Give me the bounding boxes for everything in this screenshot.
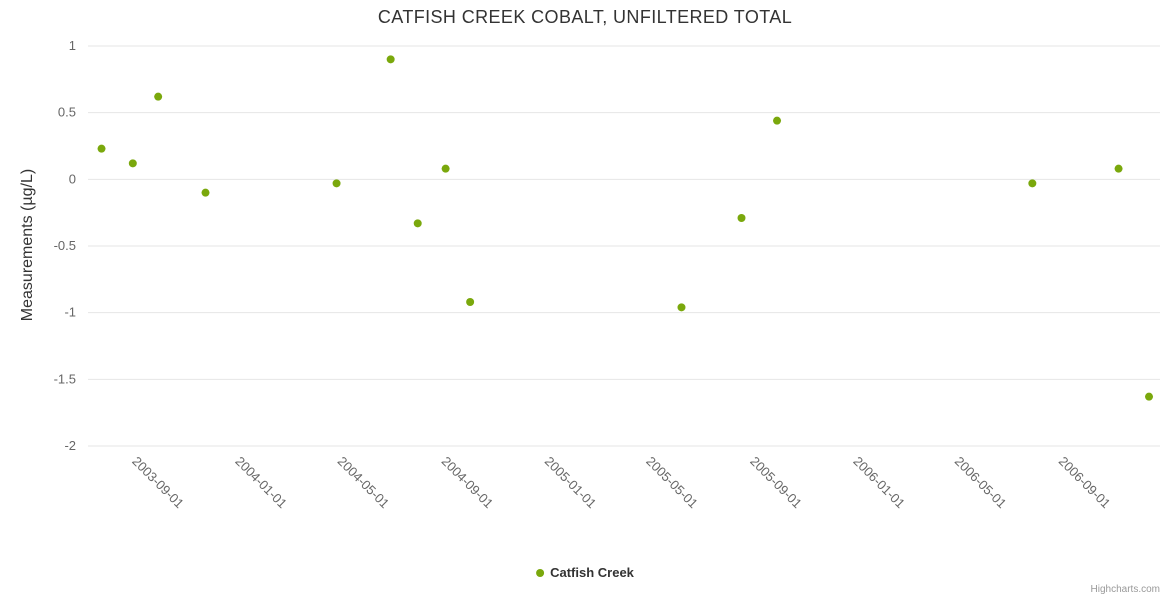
data-point[interactable] <box>441 164 450 173</box>
x-axis-tick-label: 2004-05-01 <box>335 454 393 512</box>
data-point[interactable] <box>154 92 163 101</box>
data-point[interactable] <box>332 179 341 188</box>
y-axis-tick-label: 0.5 <box>58 105 76 120</box>
x-axis-tick-label: 2006-05-01 <box>952 454 1010 512</box>
data-point[interactable] <box>386 55 395 64</box>
data-point[interactable] <box>1028 179 1037 188</box>
data-point[interactable] <box>201 188 210 197</box>
data-point[interactable] <box>773 116 782 125</box>
x-axis-tick-label: 2006-01-01 <box>850 454 908 512</box>
y-axis-tick-label: 0 <box>69 171 76 186</box>
x-axis-tick-label: 2006-09-01 <box>1056 454 1114 512</box>
data-point[interactable] <box>97 144 106 153</box>
data-point[interactable] <box>737 214 746 222</box>
x-axis-tick-label: 2004-01-01 <box>232 454 290 512</box>
data-point[interactable] <box>1145 392 1154 401</box>
data-point[interactable] <box>413 219 422 228</box>
y-axis-tick-label: -1 <box>64 305 76 320</box>
chart-title: CATFISH CREEK COBALT, UNFILTERED TOTAL <box>377 7 793 27</box>
legend-marker-icon <box>536 568 545 577</box>
highcharts-credits-link[interactable]: Highcharts.com <box>1090 584 1160 595</box>
data-point[interactable] <box>1114 164 1123 173</box>
y-axis-tick-label: -0.5 <box>54 238 76 253</box>
x-axis-tick-label: 2003-09-01 <box>129 454 187 512</box>
x-axis-tick-label: 2005-05-01 <box>643 454 701 512</box>
x-axis-tick-label: 2005-01-01 <box>542 454 600 512</box>
y-axis-tick-label: -1.5 <box>54 371 76 386</box>
data-point[interactable] <box>677 303 686 312</box>
data-point[interactable] <box>466 298 475 306</box>
x-axis-tick-label: 2005-09-01 <box>747 454 805 512</box>
y-axis-tick-label: -2 <box>64 438 76 453</box>
legend-item-catfish-creek[interactable]: Catfish Creek <box>536 565 634 580</box>
x-axis-tick-label: 2004-09-01 <box>439 454 497 512</box>
legend-label: Catfish Creek <box>550 565 634 580</box>
y-axis-tick-label: 1 <box>69 38 76 53</box>
data-point[interactable] <box>128 159 137 168</box>
